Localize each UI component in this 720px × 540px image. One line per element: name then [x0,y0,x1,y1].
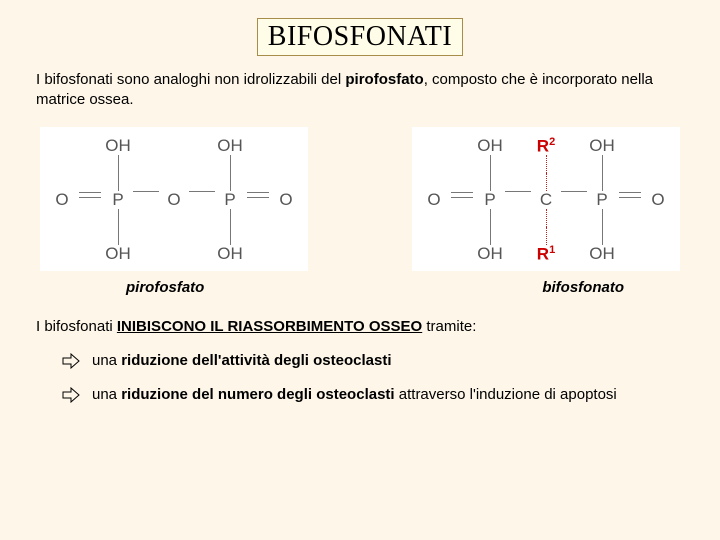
atom-oh: OH [588,137,616,155]
intro-prefix: I bifosfonati sono analoghi non idrolizz… [36,71,345,88]
molecule-bifosfonato: OH R2 OH O P C P O [412,127,680,271]
list-item: una riduzione dell'attività degli osteoc… [62,351,684,371]
atom-oh: OH [588,245,616,263]
bullet-text: una riduzione del numero degli osteoclas… [92,385,617,405]
atom-p: P [588,191,616,209]
caption-pirofosfato: pirofosfato [126,279,204,296]
atom-oh: OH [216,245,244,263]
atom-c: C [532,191,560,209]
page-title: BIFOSFONATI [257,18,463,56]
line2-inhib: INIBISCONO IL RIASSORBIMENTO OSSEO [117,318,422,335]
atom-oh: OH [216,137,244,155]
atom-r2: R2 [532,137,560,155]
caption-bifosfonato: bifosfonato [542,279,624,296]
atom-o: O [644,191,672,209]
atom-o: O [420,191,448,209]
bullet-text: una riduzione dell'attività degli osteoc… [92,351,392,371]
arrow-right-icon [62,387,80,403]
atom-oh: OH [476,245,504,263]
intro-paragraph: I bifosfonati sono analoghi non idrolizz… [36,70,684,111]
atom-p: P [476,191,504,209]
atom-p: P [104,191,132,209]
atom-o: O [160,191,188,209]
inhibition-line: I bifosfonati INIBISCONO IL RIASSORBIMEN… [36,318,684,335]
bullet-list: una riduzione dell'attività degli osteoc… [36,351,684,406]
line2-prefix: I bifosfonati [36,318,117,335]
molecule-diagrams: OH OH O P O P O [36,127,684,271]
molecule-captions: pirofosfato bifosfonato [36,279,684,296]
molecule-pirofosfato: OH OH O P O P O [40,127,308,271]
line2-suffix: tramite: [422,318,476,335]
list-item: una riduzione del numero degli osteoclas… [62,385,684,405]
atom-oh: OH [104,245,132,263]
arrow-right-icon [62,353,80,369]
intro-bold: pirofosfato [345,71,423,88]
atom-r1: R1 [532,245,560,263]
atom-o: O [48,191,76,209]
atom-p: P [216,191,244,209]
atom-o: O [272,191,300,209]
atom-oh: OH [104,137,132,155]
atom-oh: OH [476,137,504,155]
